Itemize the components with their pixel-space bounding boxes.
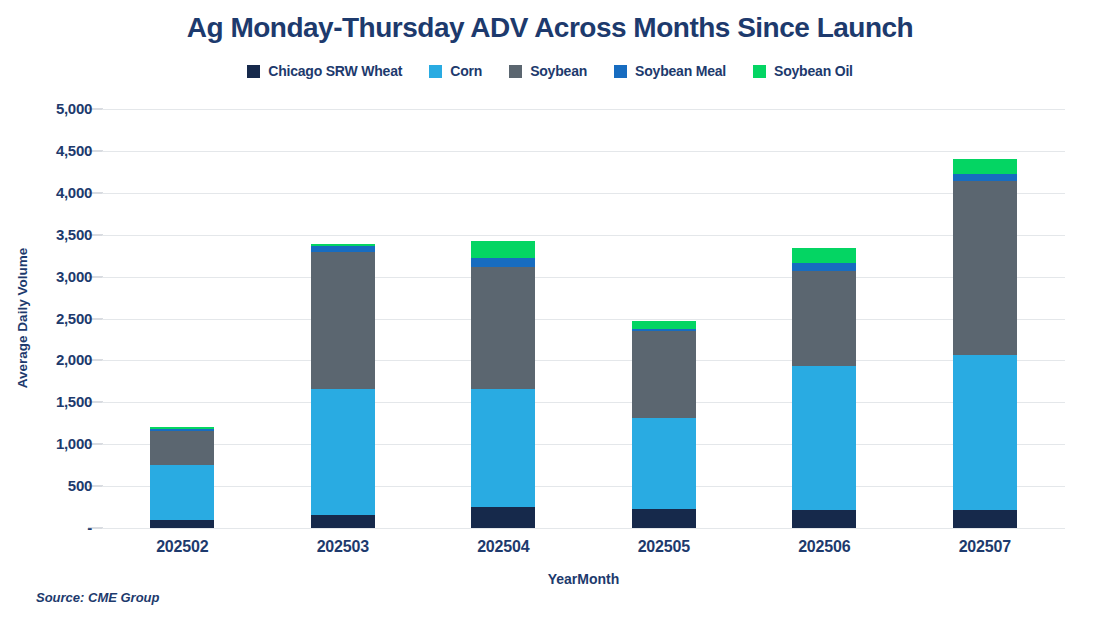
legend-swatch-icon [429, 65, 442, 78]
y-tick-label: 4,500 [12, 142, 92, 159]
y-tick-label: - [12, 519, 92, 536]
bar-segment-soybean [471, 267, 535, 389]
legend-item: Chicago SRW Wheat [247, 63, 402, 79]
gridline [102, 360, 1065, 361]
stacked-bar-202507 [953, 159, 1017, 528]
legend-item: Soybean [509, 63, 587, 79]
gridline [102, 319, 1065, 320]
gridline [102, 444, 1065, 445]
bar-segment-soybean-meal [792, 263, 856, 271]
bar-segment-corn [792, 366, 856, 509]
bar-segment-soybean-oil [471, 241, 535, 259]
x-axis-title: YearMonth [102, 571, 1065, 587]
y-tick-label: 4,000 [12, 184, 92, 201]
legend-label: Chicago SRW Wheat [268, 63, 402, 79]
legend-label: Soybean Oil [774, 63, 853, 79]
legend-label: Soybean [530, 63, 587, 79]
source-note: Source: CME Group [36, 590, 160, 605]
bar-segment-soybean-oil [953, 159, 1017, 175]
plot-area [102, 109, 1065, 528]
legend-swatch-icon [614, 65, 627, 78]
x-tick-label: 202507 [905, 538, 1065, 556]
bar-segment-soybean-meal [953, 174, 1017, 181]
bar-segment-soybean-oil [792, 248, 856, 263]
bar-segment-chicago-srw-wheat [953, 510, 1017, 528]
stacked-bar-202504 [471, 241, 535, 528]
gridline [102, 277, 1065, 278]
bar-segment-corn [150, 465, 214, 520]
bar-segment-soybean [150, 431, 214, 465]
gridline [102, 193, 1065, 194]
bar-segment-soybean [953, 181, 1017, 355]
x-tick-label: 202503 [263, 538, 423, 556]
bar-segment-soybean [792, 271, 856, 367]
bar-segment-chicago-srw-wheat [150, 520, 214, 528]
stacked-bar-202506 [792, 248, 856, 528]
legend-item: Soybean Meal [614, 63, 726, 79]
y-tick-label: 1,000 [12, 435, 92, 452]
y-axis-title: Average Daily Volume [15, 248, 30, 388]
stacked-bar-202503 [311, 244, 375, 528]
legend-label: Soybean Meal [635, 63, 726, 79]
gridline [102, 486, 1065, 487]
gridline [102, 528, 1065, 529]
x-tick-label: 202504 [423, 538, 583, 556]
legend-swatch-icon [753, 65, 766, 78]
legend: Chicago SRW Wheat Corn Soybean Soybean Meal… [0, 63, 1100, 79]
bar-segment-soybean-oil [632, 321, 696, 329]
gridline [102, 402, 1065, 403]
x-tick-label: 202502 [102, 538, 262, 556]
legend-label: Corn [450, 63, 482, 79]
gridline [102, 109, 1065, 110]
legend-item: Soybean Oil [753, 63, 853, 79]
bar-segment-soybean [632, 331, 696, 418]
bar-segment-corn [471, 389, 535, 507]
y-tick-label: 500 [12, 477, 92, 494]
y-tick-label: 3,500 [12, 226, 92, 243]
chart-title: Ag Monday-Thursday ADV Across Months Sin… [0, 12, 1100, 44]
stacked-bar-202502 [150, 427, 214, 528]
gridline [102, 235, 1065, 236]
x-tick-label: 202506 [744, 538, 904, 556]
bar-segment-chicago-srw-wheat [792, 510, 856, 528]
chart-canvas: Ag Monday-Thursday ADV Across Months Sin… [0, 0, 1100, 618]
legend-swatch-icon [247, 65, 260, 78]
bar-segment-corn [953, 355, 1017, 509]
bar-segment-corn [311, 389, 375, 516]
legend-item: Corn [429, 63, 482, 79]
bar-segment-corn [632, 418, 696, 509]
y-tick-label: 1,500 [12, 393, 92, 410]
bar-segment-soybean-meal [471, 258, 535, 267]
bar-segment-chicago-srw-wheat [632, 509, 696, 528]
gridline [102, 151, 1065, 152]
bar-segment-chicago-srw-wheat [471, 507, 535, 528]
bar-segment-soybean [311, 252, 375, 389]
y-tick-label: 5,000 [12, 100, 92, 117]
stacked-bar-202505 [632, 321, 696, 528]
bar-segment-chicago-srw-wheat [311, 515, 375, 528]
x-tick-label: 202505 [584, 538, 744, 556]
legend-swatch-icon [509, 65, 522, 78]
